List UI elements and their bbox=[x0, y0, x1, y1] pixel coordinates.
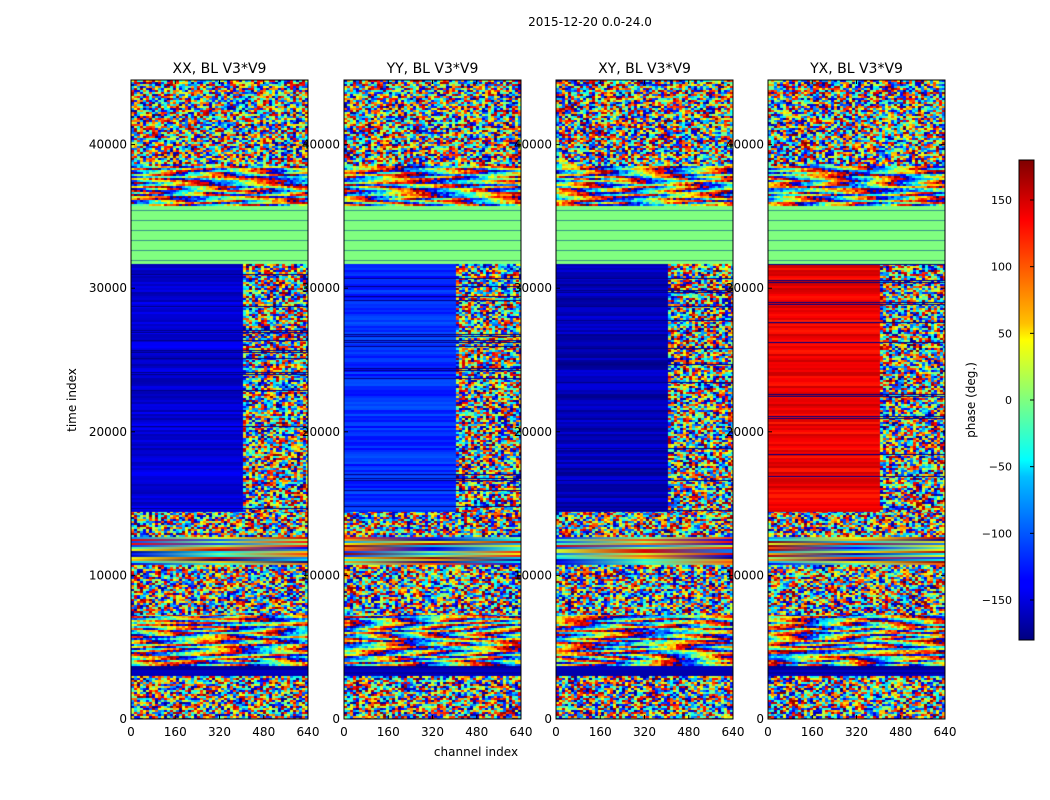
x-tick-label: 640 bbox=[722, 725, 745, 739]
y-tick-label: 0 bbox=[119, 712, 127, 726]
colorbar-tick-label: −150 bbox=[982, 594, 1012, 607]
x-tick-label: 160 bbox=[377, 725, 400, 739]
colorbar-tick-label: 150 bbox=[991, 194, 1012, 207]
x-tick-label: 320 bbox=[421, 725, 444, 739]
y-tick-label: 10000 bbox=[302, 568, 340, 582]
x-tick-label: 480 bbox=[677, 725, 700, 739]
panel-3-title: XY, BL V3*V9 bbox=[598, 61, 691, 77]
x-tick-label: 0 bbox=[764, 725, 772, 739]
y-tick-label: 0 bbox=[332, 712, 340, 726]
panel-4: YX, BL V3*V9 0 160 320 480 640 0 10000 20000 3000… bbox=[726, 61, 957, 739]
panel-2-heatmap bbox=[344, 80, 521, 719]
x-tick-label: 640 bbox=[510, 725, 533, 739]
x-tick-label: 320 bbox=[208, 725, 231, 739]
x-tick-label: 0 bbox=[340, 725, 348, 739]
x-tick-label: 0 bbox=[127, 725, 135, 739]
x-tick-label: 0 bbox=[552, 725, 560, 739]
colorbar-tick-label: 0 bbox=[1005, 394, 1012, 407]
panel-4-heatmap bbox=[768, 80, 945, 719]
y-tick-label: 10000 bbox=[89, 568, 127, 582]
y-tick-label: 20000 bbox=[514, 425, 552, 439]
colorbar-ticks: 150 100 50 0 −50 −100 −150 bbox=[982, 194, 1034, 607]
x-axis-label: channel index bbox=[434, 745, 518, 759]
panel-1-heatmap bbox=[131, 80, 308, 719]
y-tick-label: 30000 bbox=[726, 281, 764, 295]
x-tick-label: 160 bbox=[164, 725, 187, 739]
figure-title: 2015-12-20 0.0-24.0 bbox=[528, 15, 652, 29]
y-tick-label: 40000 bbox=[514, 138, 552, 152]
panel-3: XY, BL V3*V9 0 160 320 480 640 0 10000 20000 3000… bbox=[514, 61, 745, 739]
y-tick-label: 20000 bbox=[89, 425, 127, 439]
panel-2-title: YY, BL V3*V9 bbox=[386, 61, 479, 77]
x-tick-label: 160 bbox=[589, 725, 612, 739]
panel-1-title: XX, BL V3*V9 bbox=[173, 61, 267, 77]
y-tick-label: 10000 bbox=[514, 568, 552, 582]
y-tick-label: 40000 bbox=[89, 138, 127, 152]
panel-3-heatmap bbox=[556, 80, 733, 719]
panel-4-title: YX, BL V3*V9 bbox=[809, 61, 903, 77]
y-tick-label: 0 bbox=[756, 712, 764, 726]
y-tick-label: 20000 bbox=[302, 425, 340, 439]
y-tick-label: 30000 bbox=[514, 281, 552, 295]
x-tick-label: 320 bbox=[633, 725, 656, 739]
colorbar-tick-label: −100 bbox=[982, 527, 1012, 540]
x-tick-label: 480 bbox=[889, 725, 912, 739]
panel-1: XX, BL V3*V9 0 160 320 480 640 0 10000 20000 3000… bbox=[89, 61, 320, 739]
colorbar-tick-label: 50 bbox=[998, 327, 1012, 340]
panels-layer: XX, BL V3*V9 0 160 320 480 640 0 10000 20000 3000… bbox=[89, 61, 957, 739]
x-tick-label: 640 bbox=[934, 725, 957, 739]
x-tick-label: 320 bbox=[845, 725, 868, 739]
colorbar: 150 100 50 0 −50 −100 −150 phase (deg.) bbox=[964, 159, 1035, 641]
y-tick-label: 30000 bbox=[89, 281, 127, 295]
y-tick-label: 30000 bbox=[302, 281, 340, 295]
colorbar-label: phase (deg.) bbox=[964, 362, 978, 438]
y-tick-label: 0 bbox=[544, 712, 552, 726]
y-tick-label: 40000 bbox=[302, 138, 340, 152]
y-tick-label: 40000 bbox=[726, 138, 764, 152]
x-tick-label: 160 bbox=[801, 725, 824, 739]
y-axis-label: time index bbox=[65, 368, 79, 432]
colorbar-tick-label: −50 bbox=[989, 461, 1012, 474]
panel-2: YY, BL V3*V9 0 160 320 480 640 0 10000 20000 3000… bbox=[302, 61, 533, 739]
x-tick-label: 480 bbox=[252, 725, 275, 739]
colorbar-tick-label: 100 bbox=[991, 261, 1012, 274]
y-tick-label: 10000 bbox=[726, 568, 764, 582]
x-tick-label: 480 bbox=[465, 725, 488, 739]
axis-labels: time index channel index bbox=[65, 368, 518, 759]
y-tick-label: 20000 bbox=[726, 425, 764, 439]
x-tick-label: 640 bbox=[297, 725, 320, 739]
